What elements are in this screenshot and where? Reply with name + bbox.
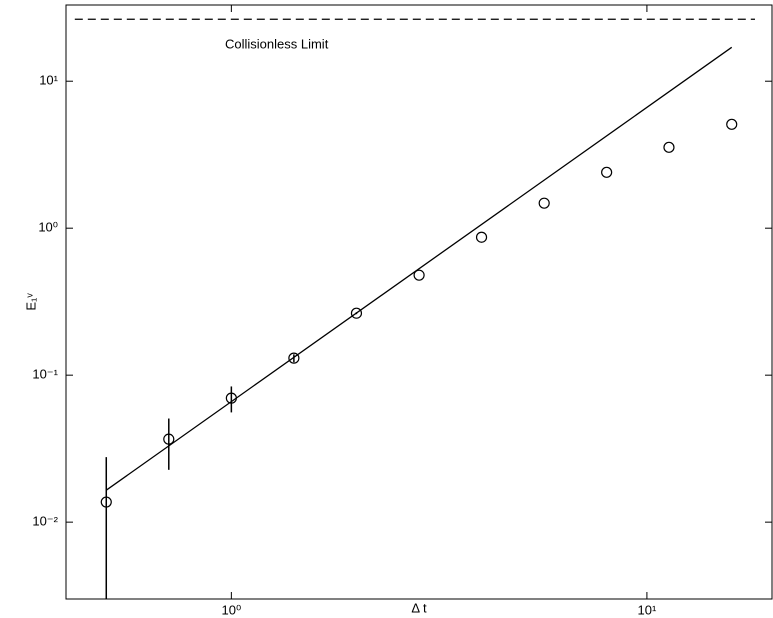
data-point	[663, 141, 675, 153]
y-tick-label: 10⁰	[38, 220, 58, 235]
x-tick-label: 10¹	[638, 602, 657, 617]
x-axis-label: Δ t	[411, 600, 427, 615]
data-point	[726, 118, 738, 130]
data-point	[288, 352, 300, 364]
y-tick-label: 10¹	[39, 73, 58, 88]
data-point	[350, 307, 363, 319]
data-point	[538, 197, 550, 209]
plot-frame	[65, 4, 773, 600]
y-tick-label: 10⁻¹	[32, 367, 58, 382]
x-tick-label: 10⁰	[222, 602, 242, 617]
data-point	[475, 231, 488, 243]
data-point	[163, 433, 175, 445]
y-axis-label: E₁ᵛ	[23, 293, 38, 311]
data-point	[601, 166, 613, 178]
y-tick-label: 10⁻²	[32, 514, 58, 529]
data-point	[413, 269, 425, 281]
annotation: Collisionless Limit	[225, 36, 329, 51]
fit-line	[105, 46, 733, 491]
data-point	[100, 496, 112, 508]
